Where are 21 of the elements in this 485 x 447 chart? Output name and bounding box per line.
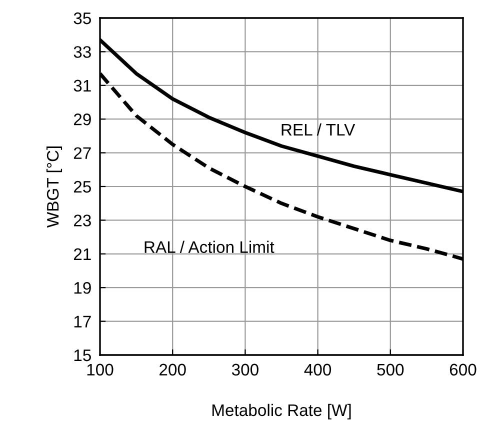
y-tick-label: 15	[74, 350, 91, 362]
x-tick-label: 400	[304, 364, 332, 376]
x-tick-label: 200	[160, 364, 186, 376]
y-tick-label: 33	[74, 46, 91, 58]
y-tick-label: 21	[74, 248, 91, 260]
y-tick-label: 29	[74, 114, 91, 126]
series-label: REL / TLV	[282, 123, 356, 136]
x-tick-label: 100	[87, 364, 114, 376]
y-tick-label: 35	[74, 12, 91, 24]
x-tick-label: 300	[232, 364, 258, 376]
y-tick-label: 17	[74, 316, 91, 328]
y-tick-label: 25	[74, 180, 91, 193]
text: RAL / Action Limit	[144, 240, 274, 253]
x-tick-label: 600	[450, 364, 476, 376]
x-axis-title: Metabolic Rate [W]	[212, 404, 351, 420]
y-tick-label: 31	[74, 80, 91, 92]
y-tick-label: 27	[74, 147, 91, 159]
x-tick-label: 500	[377, 364, 404, 376]
y-axis-title: WBGT [°C]	[46, 146, 62, 228]
y-tick-label: 19	[74, 282, 91, 294]
y-tick-label: 23	[74, 214, 91, 226]
